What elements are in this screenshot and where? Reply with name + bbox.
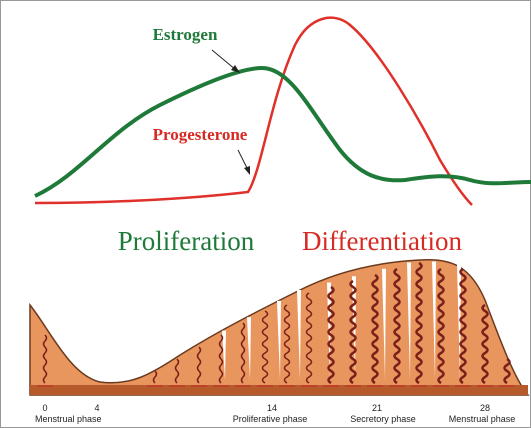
differentiation-label: Differentiation: [302, 226, 462, 256]
diagram: Estrogen Progesterone Proliferation Diff…: [0, 0, 531, 428]
progesterone-label: Progesterone: [153, 125, 248, 144]
day-label: 0: [42, 403, 47, 413]
gland: [417, 263, 422, 383]
phase-label: Secretory phase: [350, 414, 416, 424]
day-label: 14: [267, 403, 277, 413]
proliferation-label: Proliferation: [118, 226, 255, 256]
day-label: 28: [480, 403, 490, 413]
page: Estrogen Progesterone Proliferation Diff…: [0, 0, 531, 428]
day-label: 4: [94, 403, 99, 413]
phase-label: Proliferative phase: [233, 414, 308, 424]
estrogen-label: Estrogen: [153, 25, 218, 44]
day-label: 21: [372, 403, 382, 413]
phase-label: Menstrual phase: [35, 414, 102, 424]
phase-label: Menstrual phase: [449, 414, 516, 424]
